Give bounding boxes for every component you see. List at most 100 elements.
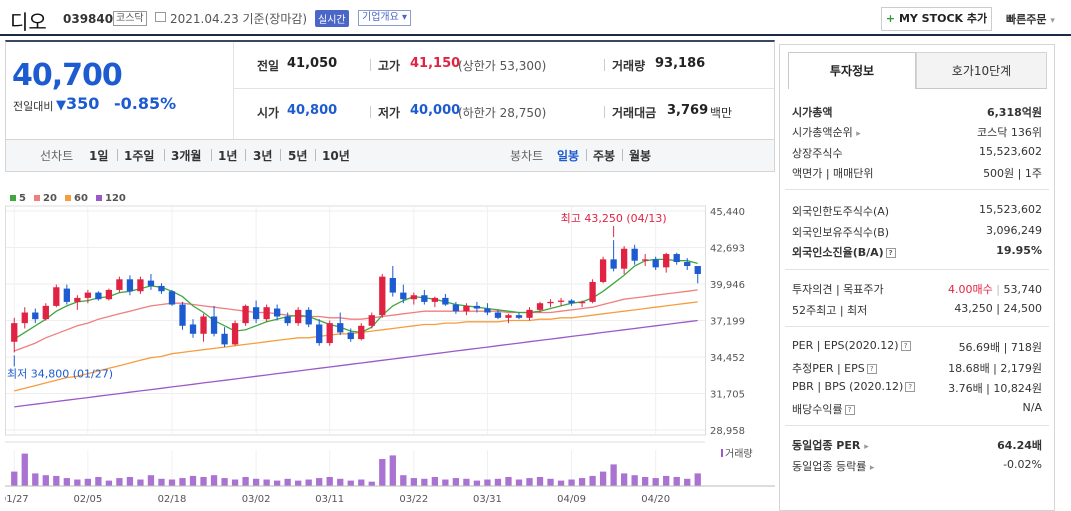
candle-body [652, 259, 659, 268]
volume-bar [200, 477, 207, 486]
candle-body [316, 324, 323, 344]
divider [622, 149, 623, 161]
candle-body [11, 323, 18, 342]
volume-bar [589, 475, 596, 486]
help-icon[interactable]: ? [905, 382, 916, 392]
market-cap-value: 6,318억원 [986, 106, 1042, 119]
stock-name: 디오 [10, 10, 47, 34]
foreign-hold-label: 외국인보유주식수(B) [792, 226, 890, 239]
volume-bar [11, 471, 18, 486]
divider [117, 149, 118, 161]
tab-3y[interactable]: 3년 [253, 149, 273, 163]
help-icon[interactable]: ? [885, 248, 896, 258]
tab-weekly[interactable]: 주봉 [593, 149, 616, 163]
my-stock-label: MY STOCK 추가 [898, 12, 988, 25]
help-icon[interactable]: ? [900, 341, 911, 351]
quick-order-button[interactable]: 빠른주문 ▾ [1006, 11, 1055, 27]
volume-bar [147, 475, 155, 486]
per-eps-text: PER | EPS(2020.12) [792, 339, 899, 352]
realtime-badge[interactable]: 실시간 [315, 10, 349, 27]
tab-orderbook[interactable]: 호가10단계 [916, 52, 1047, 89]
sector-per-label[interactable]: 동일업종 PER ▸ [792, 437, 869, 453]
candle-body [21, 312, 28, 324]
candle-body [158, 285, 165, 292]
tab-10y[interactable]: 10년 [322, 149, 350, 163]
quick-order-label: 빠른주문 [1006, 13, 1047, 26]
price-change: ▼350 [56, 94, 99, 113]
divider [785, 269, 1049, 270]
y-tick-label: 34,452 [710, 353, 745, 364]
volume-bar [158, 478, 165, 486]
pbr-text: PBR | BPS (2020.12) [792, 380, 904, 393]
target-price: 53,740 [1003, 283, 1043, 296]
candle-body [42, 305, 49, 320]
volume-bar [442, 479, 449, 486]
tab-daily[interactable]: 일봉 [557, 149, 580, 163]
volume-bar [505, 477, 512, 486]
low-value: 40,000 [410, 103, 461, 118]
amount-value: 3,769 [667, 103, 709, 118]
down-arrow-icon: ▼ [56, 98, 66, 113]
tab-3m[interactable]: 3개월 [171, 149, 202, 163]
period-tab-bar [5, 140, 775, 172]
candle-body [568, 300, 575, 304]
candle-body [53, 287, 60, 306]
tab-invest-info[interactable]: 투자정보 [788, 52, 916, 89]
volume-label: 거래량 [612, 59, 646, 73]
candle-body [536, 303, 544, 310]
volume-bar [431, 477, 439, 486]
est-per-text: 추정PER | EPS [792, 362, 865, 375]
candle-body [210, 316, 218, 334]
volume-bar [347, 480, 354, 486]
volume-bar [284, 478, 291, 486]
x-tick-label: 03/31 [473, 494, 502, 505]
legend-swatch [65, 195, 71, 201]
candle-body [547, 301, 554, 304]
x-tick-label: 04/20 [641, 494, 670, 505]
volume-bar [379, 459, 386, 486]
stock-chart[interactable]: 5 20 60 120 45,440 42,693 39,946 37,199 34,452 31… [5, 188, 775, 511]
add-my-stock-button[interactable]: + MY STOCK 추가 [881, 7, 992, 31]
high-label: 고가 [378, 59, 401, 73]
tab-monthly[interactable]: 월봉 [629, 149, 652, 163]
calendar-icon [155, 12, 166, 22]
divider [785, 189, 1049, 190]
tab-1y[interactable]: 1년 [218, 149, 238, 163]
legend-label: 60 [74, 193, 88, 204]
sector-change-label[interactable]: 동일업종 등락률 ▸ [792, 458, 874, 474]
market-cap-rank-label[interactable]: 시가총액순위 ▸ [792, 124, 861, 140]
candle-body [368, 315, 375, 326]
price-summary-box [5, 40, 775, 140]
company-overview-dropdown[interactable]: 기업개요 ▾ [358, 10, 412, 26]
tab-5y[interactable]: 5년 [288, 149, 308, 163]
legend-swatch [10, 195, 16, 201]
candle-body [389, 277, 396, 293]
candle-body [694, 266, 701, 274]
volume-bar [368, 481, 375, 486]
volume-bar [74, 479, 81, 486]
foreign-hold-value: 3,096,249 [986, 224, 1042, 237]
divider [245, 149, 246, 161]
volume-bar [126, 477, 134, 486]
divider [233, 88, 774, 89]
candle-body [32, 312, 39, 320]
candle-body [147, 280, 155, 286]
volume-bar [536, 477, 544, 486]
stock-code: 039840 [63, 12, 114, 26]
market-cap-label: 시가총액 [792, 106, 833, 119]
tab-1w[interactable]: 1주일 [124, 149, 155, 163]
candle-body [505, 315, 512, 318]
help-icon[interactable]: ? [866, 364, 877, 374]
volume-bar [63, 478, 70, 486]
candle-body [273, 308, 281, 317]
help-icon[interactable]: ? [844, 405, 855, 415]
pbr-value: 3.76배 | 10,824원 [948, 382, 1042, 395]
candle-body [515, 315, 523, 318]
chart-frame [5, 205, 706, 436]
foreign-limit-label: 외국인한도주식수(A) [792, 205, 890, 218]
low-label: 저가 [378, 106, 401, 120]
tab-1d[interactable]: 1일 [89, 149, 109, 163]
sector-change-text: 동일업종 등락률 [792, 460, 867, 473]
candle-body [473, 305, 481, 309]
candle-body [526, 309, 533, 318]
